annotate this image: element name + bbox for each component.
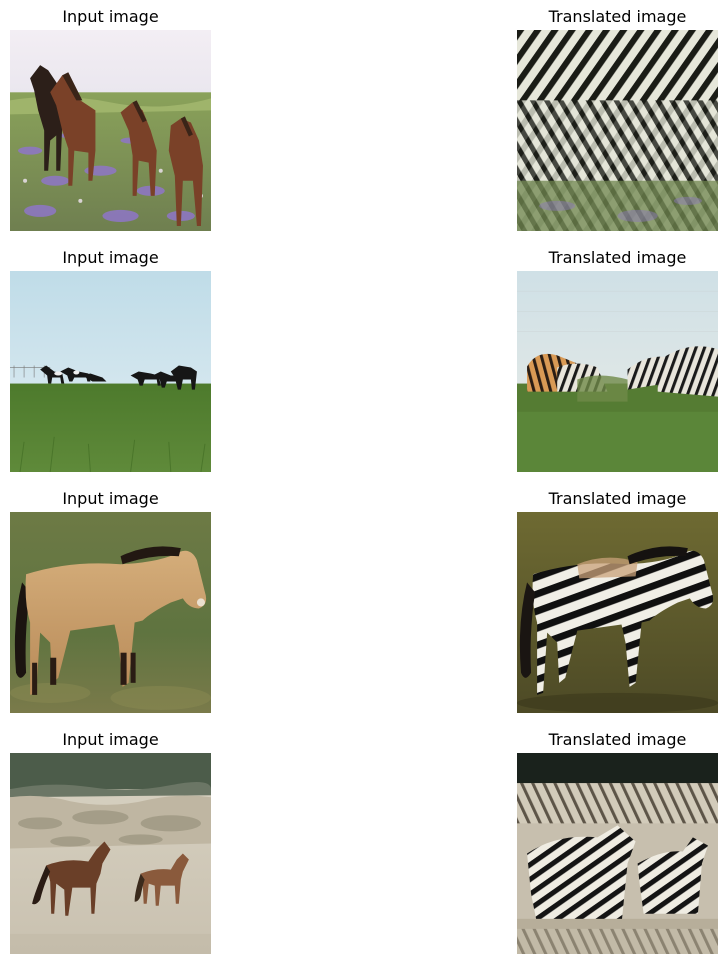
translated-title-2: Translated image — [548, 248, 687, 267]
input-image-horses-field — [10, 271, 211, 472]
input-image-tan-horse — [10, 512, 211, 713]
translated-image-zebras-field — [517, 271, 718, 472]
input-title-4: Input image — [62, 730, 159, 749]
input-title-2: Input image — [62, 248, 159, 267]
translated-image-zebra-horse — [517, 512, 718, 713]
translated-title-1: Translated image — [548, 7, 687, 26]
translated-title-3: Translated image — [548, 489, 687, 508]
translated-image-zebras-beach — [517, 753, 718, 954]
input-image-horses-meadow — [10, 30, 211, 231]
translated-title-4: Translated image — [548, 730, 687, 749]
input-title-3: Input image — [62, 489, 159, 508]
input-title-1: Input image — [62, 7, 159, 26]
translated-image-zebras-meadow — [517, 30, 718, 231]
input-image-horses-beach — [10, 753, 211, 954]
